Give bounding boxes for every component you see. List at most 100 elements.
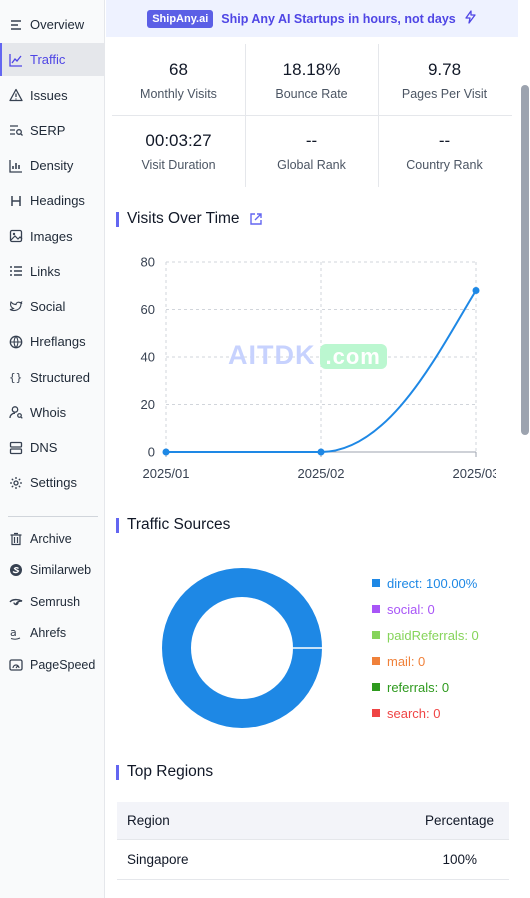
traffic-sources-legend: direct: 100.00% social: 0 paidReferrals: 0… (372, 570, 479, 726)
sidebar-item-label: Settings (30, 475, 77, 491)
stat-pages-per-visit: 9.78 Pages Per Visit (378, 44, 511, 115)
issues-icon (9, 88, 23, 102)
sidebar-item-serp[interactable]: SERP (0, 114, 104, 147)
legend-item[interactable]: social: 0 (372, 596, 479, 622)
legend-item[interactable]: paidReferrals: 0 (372, 622, 479, 648)
stat-monthly-visits: 68 Monthly Visits (112, 44, 245, 115)
serp-icon (9, 123, 23, 137)
stat-global-rank: -- Global Rank (245, 115, 378, 186)
dns-icon (9, 441, 23, 455)
sidebar-item-issues[interactable]: Issues (0, 79, 104, 112)
stat-value: 18.18% (282, 60, 341, 79)
visits-line-chart: 0 20 40 60 80 2025/01 2025/02 2025/03 (141, 255, 496, 482)
sidebar-item-social[interactable]: Social (0, 290, 104, 323)
sidebar-item-label: Density (30, 158, 74, 173)
similarweb-icon (9, 563, 23, 577)
data-point (162, 448, 170, 456)
region-name: Singapore (127, 852, 189, 867)
sidebar-item-label: Hreflangs (30, 334, 86, 350)
sidebar-item-hreflangs[interactable]: Hreflangs (0, 325, 104, 358)
tool-link-semrush[interactable]: Semrush (0, 585, 104, 618)
series-line (165, 289, 477, 453)
header-region: Region (127, 813, 170, 828)
legend-item[interactable]: mail: 0 (372, 648, 479, 674)
stat-label: Monthly Visits (140, 87, 217, 101)
external-link-icon[interactable] (249, 212, 263, 231)
svg-text:{}: {} (9, 371, 22, 384)
watermark-suffix: .com (319, 344, 387, 369)
stat-label: Bounce Rate (275, 87, 348, 101)
header-percentage: Percentage (424, 813, 494, 828)
stat-value: -- (305, 131, 318, 150)
sidebar-item-images[interactable]: Images (0, 220, 104, 253)
sidebar-item-label: Ahrefs (30, 626, 67, 640)
regions-table: Region Percentage Singapore 100% (117, 802, 509, 880)
tool-link-ahrefs[interactable]: a Ahrefs (0, 617, 104, 650)
stat-visit-duration: 00:03:27 Visit Duration (112, 115, 245, 186)
semrush-icon (9, 595, 23, 609)
sidebar-item-label: Structured (30, 369, 90, 385)
stat-label: Visit Duration (141, 158, 216, 172)
sidebar-item-whois[interactable]: Whois (0, 396, 104, 429)
visits-title: Visits Over Time (116, 210, 240, 228)
stat-bounce-rate: 18.18% Bounce Rate (245, 44, 378, 115)
stat-value: 00:03:27 (145, 131, 212, 150)
y-tick-label: 40 (141, 350, 155, 365)
legend-item[interactable]: referrals: 0 (372, 674, 479, 700)
region-percentage: 100% (442, 852, 477, 867)
promo-banner[interactable]: ShipAny.ai Ship Any AI Startups in hours… (106, 0, 518, 37)
traffic-icon (9, 53, 23, 67)
stat-value: 68 (169, 60, 188, 79)
y-tick-label: 20 (141, 397, 155, 412)
stats-grid: 68 Monthly Visits 18.18% Bounce Rate 9.7… (112, 44, 512, 187)
tool-link-similarweb[interactable]: Similarweb (0, 554, 104, 587)
sidebar-item-headings[interactable]: Headings (0, 184, 104, 217)
legend-label: social: 0 (387, 601, 435, 617)
sidebar-divider (8, 516, 98, 517)
table-row: Singapore 100% (117, 840, 509, 880)
hreflangs-icon (9, 335, 23, 349)
sidebar-item-overview[interactable]: Overview (0, 8, 104, 41)
sidebar-item-label: PageSpeed (30, 657, 96, 672)
svg-text:a: a (10, 626, 17, 639)
pagespeed-icon (9, 658, 23, 672)
overview-icon (9, 18, 23, 32)
x-tick-label: 2025/02 (298, 466, 345, 481)
sidebar-item-structured[interactable]: {} Structured (0, 361, 104, 394)
archive-icon (9, 532, 23, 546)
scrollbar-thumb[interactable] (521, 85, 529, 435)
images-icon (9, 229, 23, 243)
links-icon (9, 264, 23, 278)
x-tick-label: 2025/01 (143, 466, 190, 481)
y-tick-label: 60 (141, 302, 155, 317)
ahrefs-icon: a (9, 626, 23, 640)
sidebar-item-label: Similarweb (30, 563, 92, 577)
legend-label: paidReferrals: 0 (387, 627, 479, 643)
donut-slice (162, 568, 322, 728)
sidebar-item-density[interactable]: Density (0, 149, 104, 182)
whois-icon (9, 405, 23, 419)
sidebar-item-label: Headings (30, 193, 85, 209)
data-point (472, 287, 480, 294)
sidebar: Overview Traffic Issues SERP Density Headings… (0, 0, 105, 898)
structured-icon: {} (9, 370, 23, 384)
stat-value: 9.78 (427, 60, 462, 79)
legend-item[interactable]: direct: 100.00% (372, 570, 479, 596)
sidebar-item-label: SERP (30, 122, 66, 138)
tool-link-archive[interactable]: Archive (0, 522, 104, 555)
tool-link-pagespeed[interactable]: PageSpeed (0, 648, 104, 681)
traffic-sources-donut (162, 568, 322, 728)
legend-swatch (372, 683, 380, 691)
y-tick-label: 0 (148, 445, 155, 460)
sidebar-item-dns[interactable]: DNS (0, 431, 104, 464)
sidebar-item-label: Archive (30, 531, 72, 546)
sidebar-item-label: Links (30, 263, 61, 279)
sidebar-item-settings[interactable]: Settings (0, 466, 104, 499)
sidebar-item-traffic[interactable]: Traffic (0, 43, 104, 77)
table-header: Region Percentage (117, 802, 509, 840)
sidebar-item-label: Social (30, 299, 66, 314)
legend-item[interactable]: search: 0 (372, 700, 479, 726)
sidebar-item-links[interactable]: Links (0, 255, 104, 288)
sidebar-item-label: Overview (30, 17, 85, 32)
density-icon (9, 159, 23, 173)
